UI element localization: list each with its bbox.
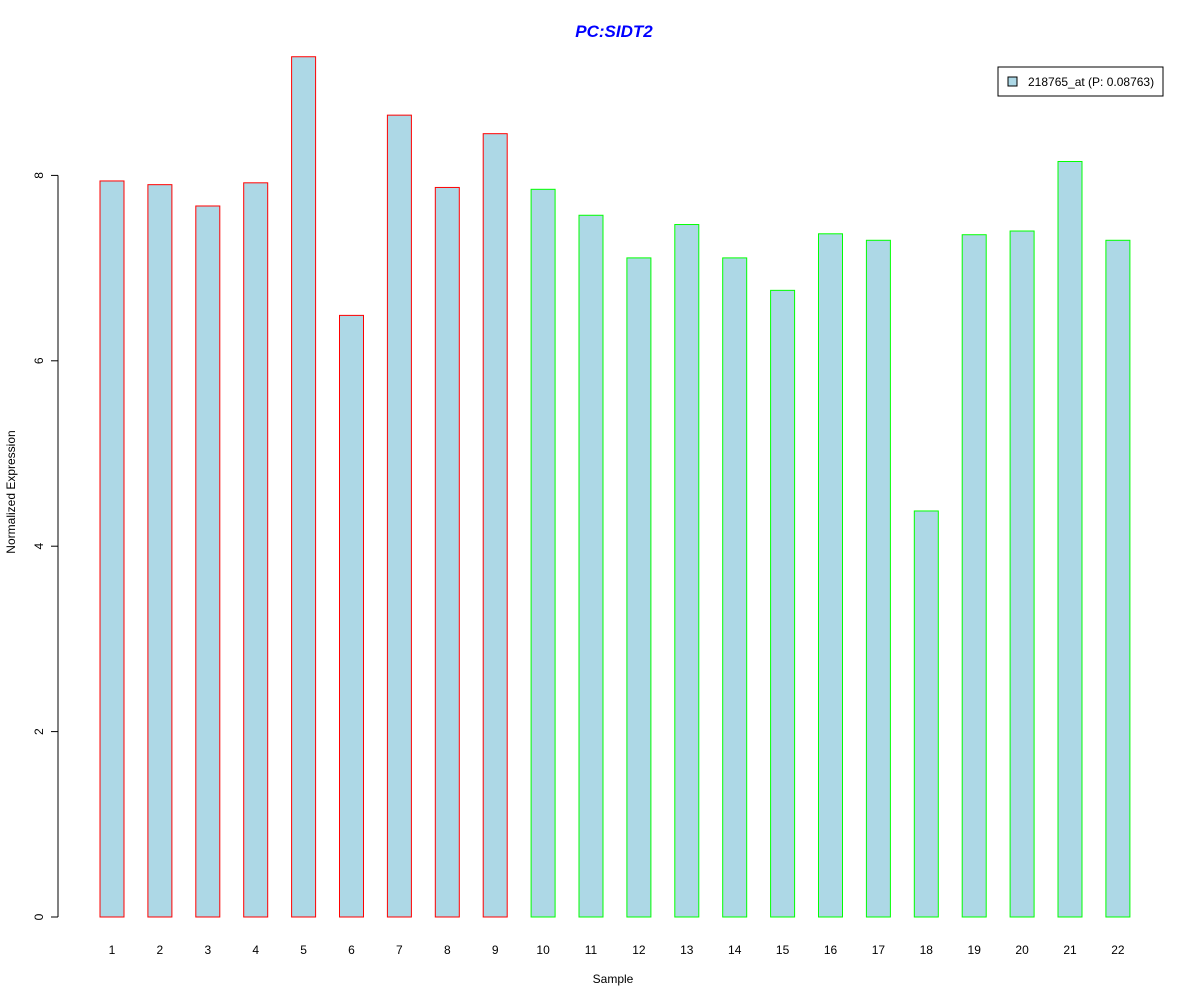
x-axis: 1 2 3 4 5 6 7 8 9 10 11 12 13 14 15 16 17 18 19 20 21 22 xyxy=(109,943,1125,957)
bar-sample-3 xyxy=(195,205,221,918)
legend-box xyxy=(997,66,1164,97)
legend: 218765_at (P: 0.08763) xyxy=(997,66,1164,97)
y-tick-label: 0 xyxy=(32,913,46,920)
legend-swatch xyxy=(1007,76,1018,87)
y-axis: 0 2 4 6 8 xyxy=(32,172,59,920)
x-tick-label: 14 xyxy=(728,943,742,957)
x-tick-label: 11 xyxy=(585,943,598,957)
x-tick-label: 17 xyxy=(872,943,886,957)
x-tick-label: 3 xyxy=(204,943,211,957)
x-axis-title: Sample xyxy=(593,972,634,986)
x-tick-label: 19 xyxy=(968,943,982,957)
bar-sample-19 xyxy=(961,234,987,918)
bar-sample-21 xyxy=(1057,160,1083,918)
bar-sample-8 xyxy=(434,186,460,918)
x-tick-label: 10 xyxy=(536,943,550,957)
chart-title: PC:SIDT2 xyxy=(575,22,653,41)
bar-sample-17 xyxy=(865,239,891,918)
bar-sample-5 xyxy=(291,56,317,918)
x-tick-label: 20 xyxy=(1015,943,1029,957)
x-tick-label: 6 xyxy=(348,943,355,957)
x-tick-label: 13 xyxy=(680,943,694,957)
bar-sample-20 xyxy=(1009,230,1035,918)
y-tick-label: 4 xyxy=(32,543,46,550)
bar-sample-9 xyxy=(482,133,508,918)
x-tick-label: 5 xyxy=(300,943,307,957)
x-tick-label: 4 xyxy=(252,943,259,957)
x-tick-label: 1 xyxy=(109,943,116,957)
y-axis-title: Normalized Expression xyxy=(4,430,18,553)
x-tick-label: 8 xyxy=(444,943,451,957)
bar-sample-10 xyxy=(530,188,556,918)
x-tick-label: 9 xyxy=(492,943,499,957)
bar-sample-2 xyxy=(147,184,173,918)
x-tick-label: 15 xyxy=(776,943,790,957)
x-tick-label: 7 xyxy=(396,943,403,957)
bar-sample-12 xyxy=(626,257,652,918)
x-tick-label: 12 xyxy=(632,943,646,957)
bar-sample-18 xyxy=(913,510,939,918)
x-tick-label: 22 xyxy=(1111,943,1125,957)
bar-sample-15 xyxy=(770,289,796,918)
bars-layer xyxy=(99,56,1131,918)
bar-sample-4 xyxy=(243,182,269,918)
bar-sample-13 xyxy=(674,224,700,918)
x-tick-label: 18 xyxy=(920,943,934,957)
bar-sample-1 xyxy=(99,180,125,918)
bar-sample-16 xyxy=(818,233,843,918)
y-tick-label: 6 xyxy=(32,357,46,364)
x-tick-label: 16 xyxy=(824,943,838,957)
bar-sample-22 xyxy=(1105,239,1131,918)
bar-sample-11 xyxy=(578,214,604,918)
bar-sample-6 xyxy=(339,314,364,918)
y-tick-label: 8 xyxy=(32,172,46,179)
y-tick-label: 2 xyxy=(32,728,46,735)
bar-sample-7 xyxy=(386,114,412,918)
bar-sample-14 xyxy=(722,257,748,918)
x-tick-label: 2 xyxy=(157,943,164,957)
x-tick-label: 21 xyxy=(1063,943,1077,957)
legend-label: 218765_at (P: 0.08763) xyxy=(1028,75,1154,89)
